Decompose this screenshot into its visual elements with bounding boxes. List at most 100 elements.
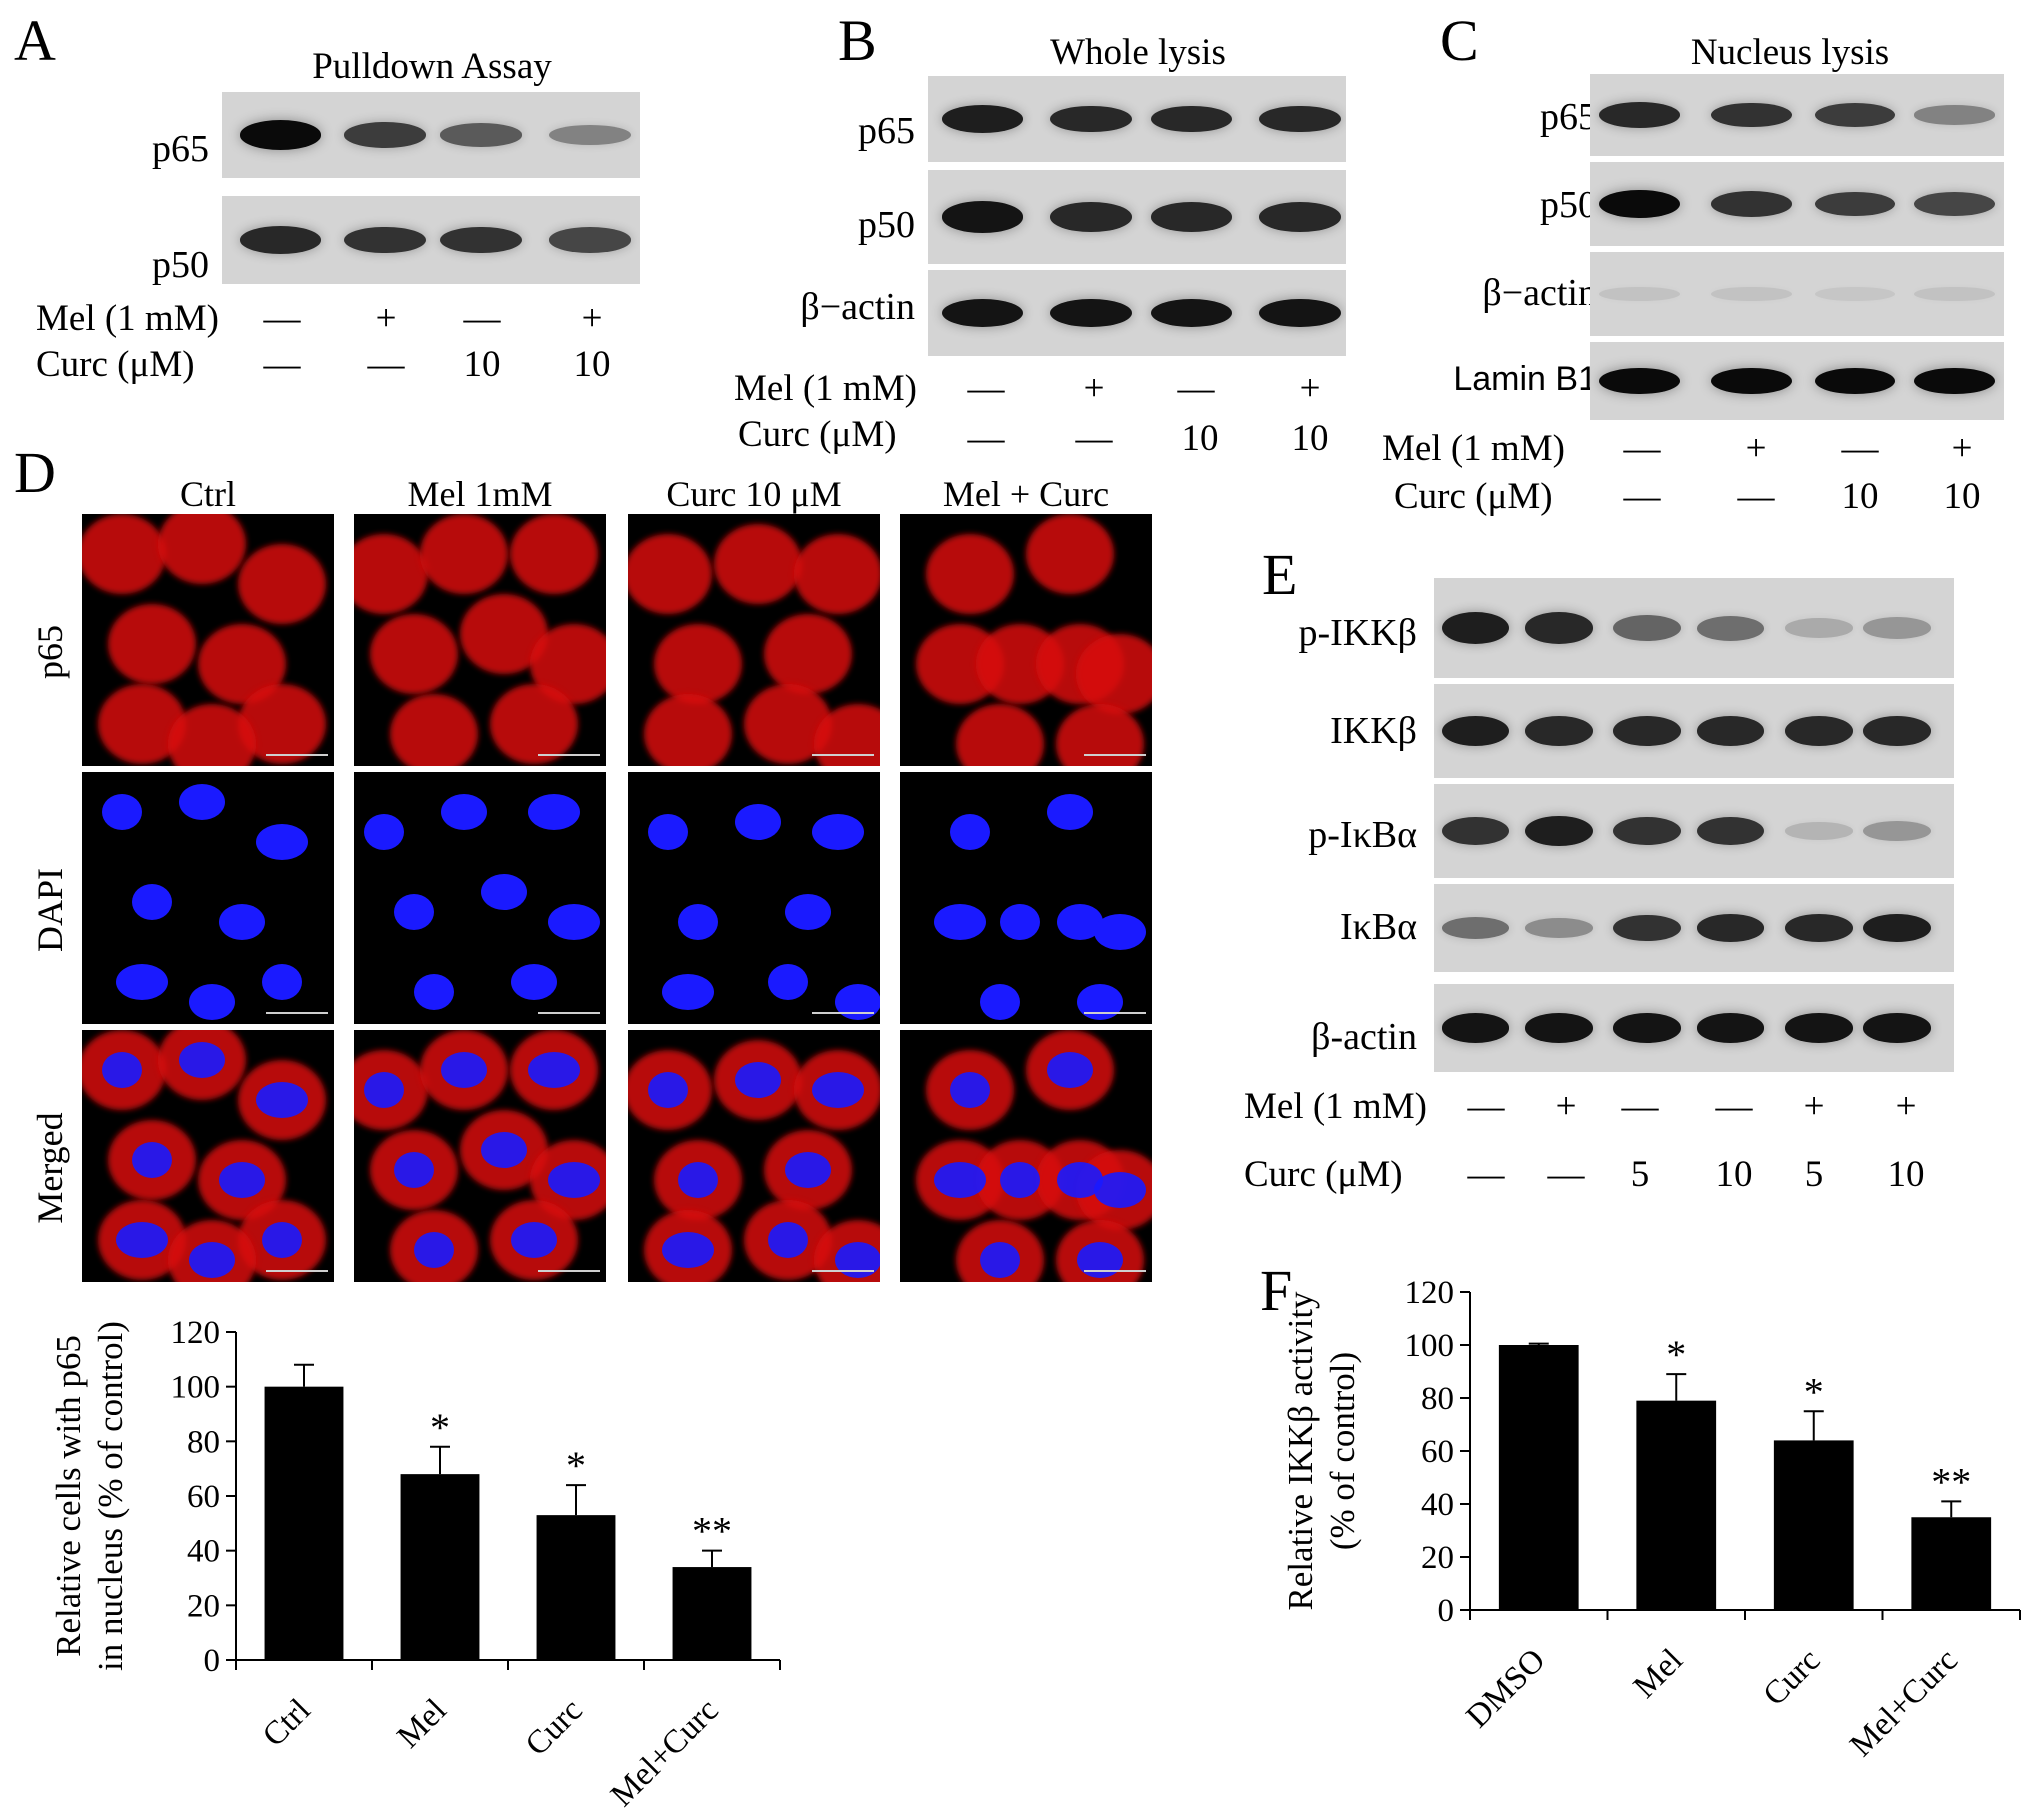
- blot-band: [1863, 617, 1931, 639]
- y-tick-label: 80: [1421, 1381, 1454, 1417]
- blot-band: [941, 105, 1024, 133]
- western-blot-strip: [222, 92, 640, 178]
- blot-band: [1696, 615, 1765, 641]
- blot-band: [1696, 914, 1765, 942]
- panel-b-letter: B: [838, 8, 877, 73]
- condition-value: 5: [1630, 1154, 1650, 1195]
- condition-value: +: [1555, 1086, 1577, 1127]
- condition-value: 10: [1841, 476, 1879, 517]
- panel-c-letter: C: [1440, 8, 1479, 73]
- y-tick-label: 40: [1421, 1487, 1454, 1523]
- blot-band: [1441, 917, 1510, 939]
- y-axis-label: Relative cells with p65: [49, 1335, 88, 1657]
- condition-value: +: [1803, 1086, 1825, 1127]
- condition-value: 10: [1887, 1154, 1925, 1195]
- blot-band: [1599, 189, 1681, 219]
- western-blot-strip: [1434, 784, 1954, 878]
- condition-value: 5: [1804, 1154, 1824, 1195]
- condition-value: 10: [1291, 418, 1329, 459]
- western-blot-strip: [1590, 252, 2004, 336]
- y-tick-label: 60: [1421, 1434, 1454, 1470]
- y-axis-label: (% of control): [1323, 1352, 1362, 1550]
- micrograph-tile: [900, 1030, 1152, 1282]
- x-tick-label: Curc: [1757, 1642, 1828, 1713]
- panel-d-letter: D: [14, 440, 56, 505]
- scale-bar: [538, 754, 600, 756]
- blot-band: [1050, 105, 1132, 133]
- condition-value: —: [463, 298, 501, 339]
- condition-label-mel: Mel (1 mM): [36, 298, 219, 339]
- y-tick-label: 20: [1421, 1540, 1454, 1576]
- condition-value: —: [1841, 428, 1879, 469]
- panel-e-letter: E: [1262, 542, 1298, 607]
- blot-label-beta-actin: β−actin: [800, 286, 915, 328]
- panel-a-letter: A: [14, 8, 56, 73]
- condition-value: 10: [1181, 418, 1219, 459]
- condition-value: +: [1299, 368, 1321, 409]
- blot-band: [941, 298, 1024, 328]
- y-axis-label: in nucleus (% of control): [91, 1321, 130, 1671]
- x-tick-label: Mel: [1627, 1642, 1690, 1705]
- blot-band: [1259, 298, 1341, 328]
- western-blot-strip: [1590, 342, 2004, 420]
- micrograph-tile: [628, 772, 880, 1024]
- condition-value: 10: [573, 344, 611, 385]
- blot-label-p65: p65: [1540, 96, 1597, 138]
- scale-bar: [812, 1012, 874, 1014]
- condition-value: +: [1951, 428, 1973, 469]
- significance-marker: **: [1931, 1459, 1971, 1504]
- condition-value: —: [1737, 476, 1775, 517]
- y-axis-label: Relative IKKβ activity: [1281, 1291, 1320, 1611]
- blot-band: [549, 227, 631, 253]
- blot-band: [1785, 1013, 1853, 1043]
- condition-label-curc: Curc (μM): [36, 344, 195, 385]
- blot-band: [1441, 611, 1510, 645]
- blot-label-p50: p50: [1540, 184, 1597, 226]
- micro-row-label-merged: Merged: [30, 1112, 70, 1224]
- blot-band: [1150, 298, 1233, 328]
- blot-band: [1696, 716, 1765, 746]
- bar-chart-nuclear-p65: 0 20 40 60 80 100 120 Ctrl * Mel * Curc ** Mel+Curc Re…: [49, 1315, 781, 1810]
- blot-band: [1913, 367, 1995, 395]
- significance-marker: *: [1666, 1332, 1686, 1377]
- blot-band: [1913, 105, 1995, 125]
- micro-column-title: Curc 10 μM: [666, 474, 842, 514]
- micrograph-tile: [900, 772, 1152, 1024]
- blot-band: [1785, 822, 1853, 840]
- scale-bar: [1084, 754, 1146, 756]
- x-tick-label: Mel: [391, 1692, 454, 1755]
- blot-band: [1863, 1013, 1931, 1043]
- micro-row-label-dapi: DAPI: [30, 868, 70, 953]
- western-blot-strip: [222, 196, 640, 284]
- significance-marker: *: [430, 1405, 450, 1450]
- bar: [1911, 1517, 1992, 1610]
- blot-band: [1050, 202, 1132, 232]
- blot-band: [1913, 286, 1995, 302]
- bar: [1498, 1345, 1579, 1610]
- bar-chart-ikkb-activity: 0 20 40 60 80 100 120 DMSO * Mel * Curc ** Mel+Curc Re…: [1281, 1275, 2021, 1764]
- condition-value: —: [1623, 428, 1661, 469]
- blot-band: [239, 120, 322, 150]
- panel-c-title: Nucleus lysis: [1690, 32, 1890, 73]
- condition-value: —: [967, 368, 1005, 409]
- panel-a-title: Pulldown Assay: [312, 46, 552, 87]
- blot-band: [1599, 102, 1681, 128]
- blot-band: [239, 226, 322, 254]
- condition-value: +: [1745, 428, 1767, 469]
- x-tick-label: Ctrl: [256, 1692, 318, 1754]
- blot-label-p65: p65: [858, 110, 915, 152]
- blot-band: [1863, 716, 1931, 746]
- condition-label-curc: Curc (μM): [1244, 1154, 1403, 1195]
- blot-label-ikba: IκBα: [1339, 906, 1417, 948]
- western-blot-strip: [1434, 884, 1954, 972]
- significance-marker: *: [566, 1443, 586, 1488]
- y-tick-label: 120: [1405, 1275, 1455, 1311]
- y-tick-label: 40: [187, 1534, 220, 1570]
- blot-band: [1785, 716, 1853, 746]
- blot-band: [1259, 202, 1341, 232]
- blot-label-p50: p50: [152, 244, 209, 286]
- blot-label-p-ikba: p-IκBα: [1308, 814, 1417, 856]
- y-tick-label: 120: [171, 1315, 221, 1351]
- micrograph-tile: [900, 514, 1152, 766]
- scale-bar: [812, 754, 874, 756]
